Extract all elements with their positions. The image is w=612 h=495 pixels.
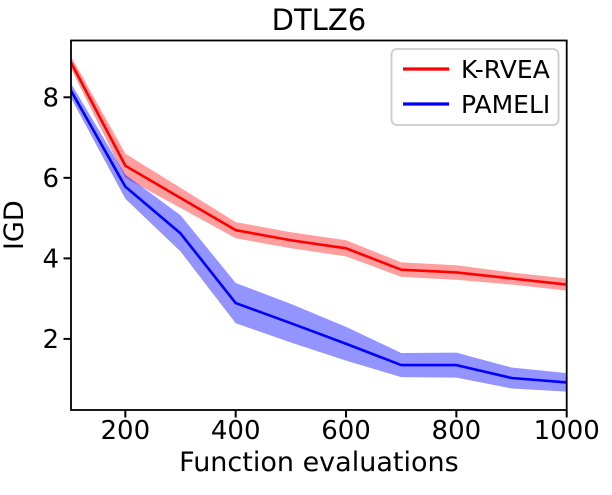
x-tick-label: 800 bbox=[432, 416, 482, 446]
legend-label: PAMELI bbox=[461, 90, 550, 119]
legend-items: K-RVEA PAMELI bbox=[403, 55, 550, 119]
legend: K-RVEA PAMELI bbox=[390, 48, 560, 126]
x-axis-label: Function evaluations bbox=[179, 447, 459, 478]
series-lines bbox=[71, 60, 567, 384]
legend-label: K-RVEA bbox=[461, 55, 550, 84]
x-tick-label: 1000 bbox=[534, 416, 600, 446]
k-rvea-line bbox=[71, 60, 567, 286]
x-tick-label: 400 bbox=[211, 416, 261, 446]
x-axis-ticks: 200 400 600 800 1000 bbox=[101, 410, 600, 446]
y-axis-label: IGD bbox=[0, 200, 30, 250]
plot-border bbox=[70, 39, 568, 411]
x-tick-label: 200 bbox=[101, 416, 151, 446]
y-tick-label: 4 bbox=[42, 244, 59, 274]
y-tick-label: 2 bbox=[42, 325, 59, 355]
y-tick-label: 8 bbox=[42, 83, 59, 113]
x-tick-label: 600 bbox=[321, 416, 371, 446]
y-axis-ticks: 2 4 6 8 bbox=[42, 83, 71, 355]
pameli-line bbox=[71, 88, 567, 384]
pameli-band bbox=[71, 83, 567, 392]
y-tick-label: 6 bbox=[42, 164, 59, 194]
chart-title: DTLZ6 bbox=[272, 3, 367, 37]
